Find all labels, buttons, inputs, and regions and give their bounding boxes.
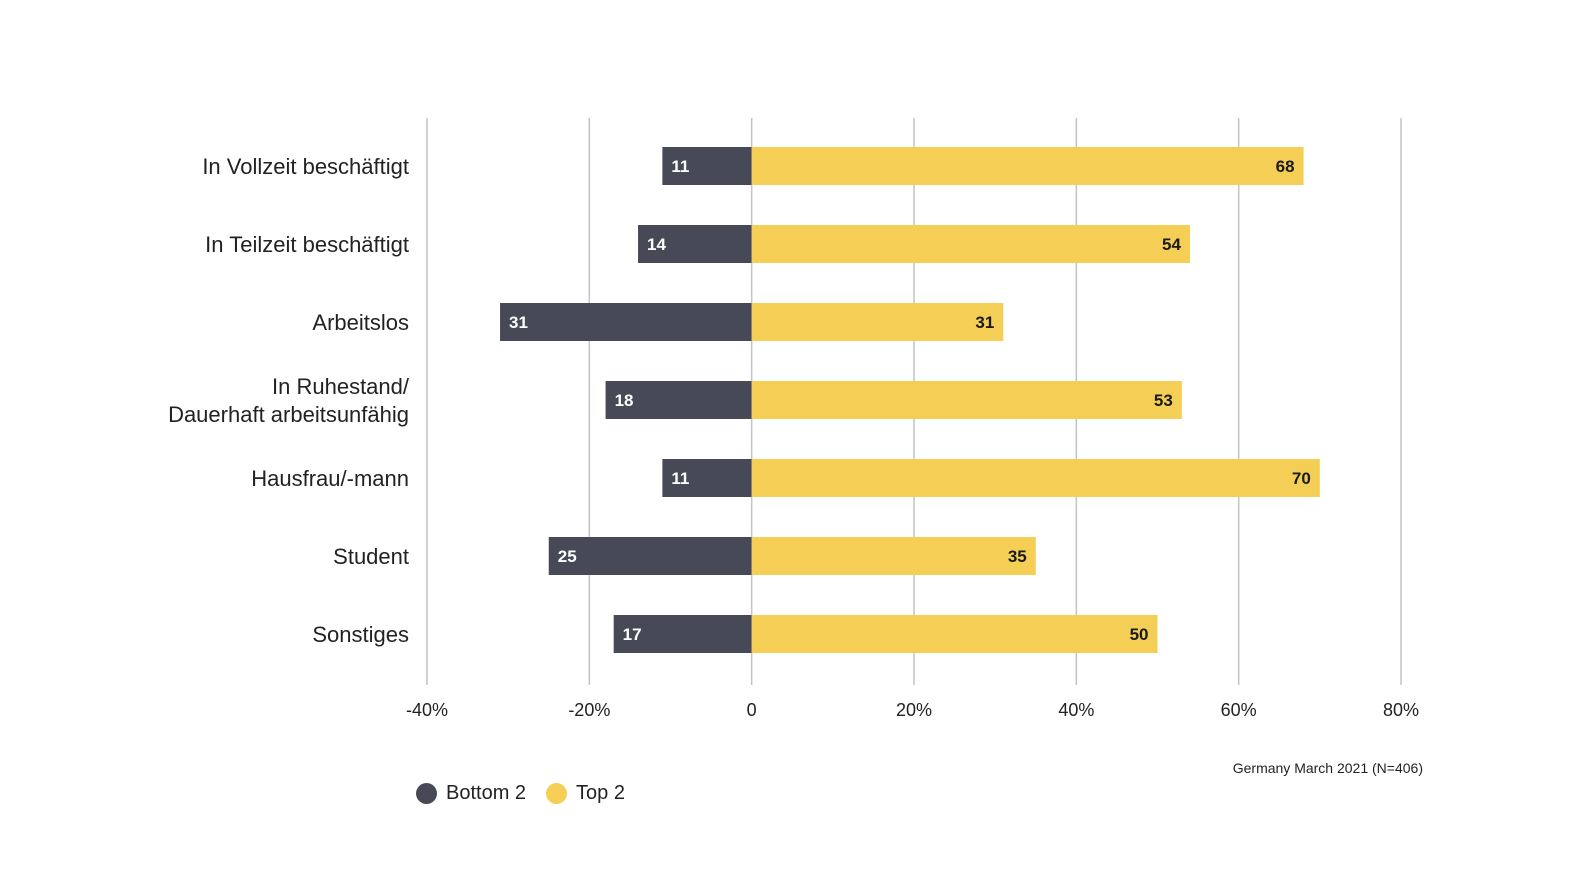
bar-bottom-2: [662, 147, 752, 185]
data-label-top-2: 54: [1162, 235, 1181, 254]
legend-item: Bottom 2: [416, 782, 526, 805]
x-tick-label: 60%: [1221, 700, 1257, 720]
bar-bottom-2: [613, 615, 752, 653]
category-label: In Ruhestand/Dauerhaft arbeitsunfähig: [168, 374, 410, 427]
bar-bottom-2: [548, 537, 752, 575]
category-label: Sonstiges: [312, 622, 409, 647]
x-tick-label: 0: [747, 700, 757, 720]
bar-top-2: [751, 303, 1004, 341]
data-label-top-2: 31: [975, 313, 994, 332]
legend-label: Bottom 2: [446, 782, 527, 804]
bar-top-2: [751, 225, 1190, 263]
data-label-top-2: 70: [1292, 469, 1311, 488]
bar-bottom-2: [500, 303, 752, 341]
legend-item: Top 2: [546, 782, 625, 805]
data-label-top-2: 68: [1276, 157, 1295, 176]
x-tick-label: -20%: [568, 700, 610, 720]
data-label-bottom-2: 25: [558, 547, 577, 566]
bar-top-2: [751, 381, 1182, 419]
data-label-bottom-2: 14: [647, 235, 666, 254]
x-tick-label: 40%: [1058, 700, 1094, 720]
bar-bottom-2: [662, 459, 752, 497]
bar-top-2: [751, 459, 1320, 497]
x-tick-label: 80%: [1383, 700, 1419, 720]
legend-swatch: [416, 783, 437, 804]
category-label: Hausfrau/-mann: [251, 466, 409, 491]
bar-bottom-2: [638, 225, 752, 263]
data-label-top-2: 35: [1008, 547, 1027, 566]
bar-top-2: [751, 147, 1304, 185]
bar-top-2: [751, 615, 1158, 653]
data-label-bottom-2: 17: [623, 625, 642, 644]
data-label-bottom-2: 18: [615, 391, 634, 410]
x-tick-label: -40%: [406, 700, 448, 720]
data-label-bottom-2: 31: [509, 313, 528, 332]
legend-label: Top 2: [576, 782, 625, 804]
legend-swatch: [546, 783, 568, 804]
bar-bottom-2: [605, 381, 752, 419]
category-label: Arbeitslos: [312, 310, 409, 335]
legend: Bottom 2 Top 2: [416, 782, 645, 805]
x-tick-label: 20%: [896, 700, 932, 720]
category-label: Student: [333, 544, 409, 569]
data-label-bottom-2: 11: [671, 469, 689, 488]
category-label: In Vollzeit beschäftigt: [202, 154, 409, 179]
data-label-bottom-2: 11: [671, 157, 689, 176]
category-label: In Teilzeit beschäftigt: [205, 232, 409, 257]
bar-top-2: [751, 537, 1036, 575]
source-note: Germany March 2021 (N=406): [1232, 760, 1423, 776]
data-label-top-2: 53: [1154, 391, 1173, 410]
data-label-top-2: 50: [1130, 625, 1149, 644]
